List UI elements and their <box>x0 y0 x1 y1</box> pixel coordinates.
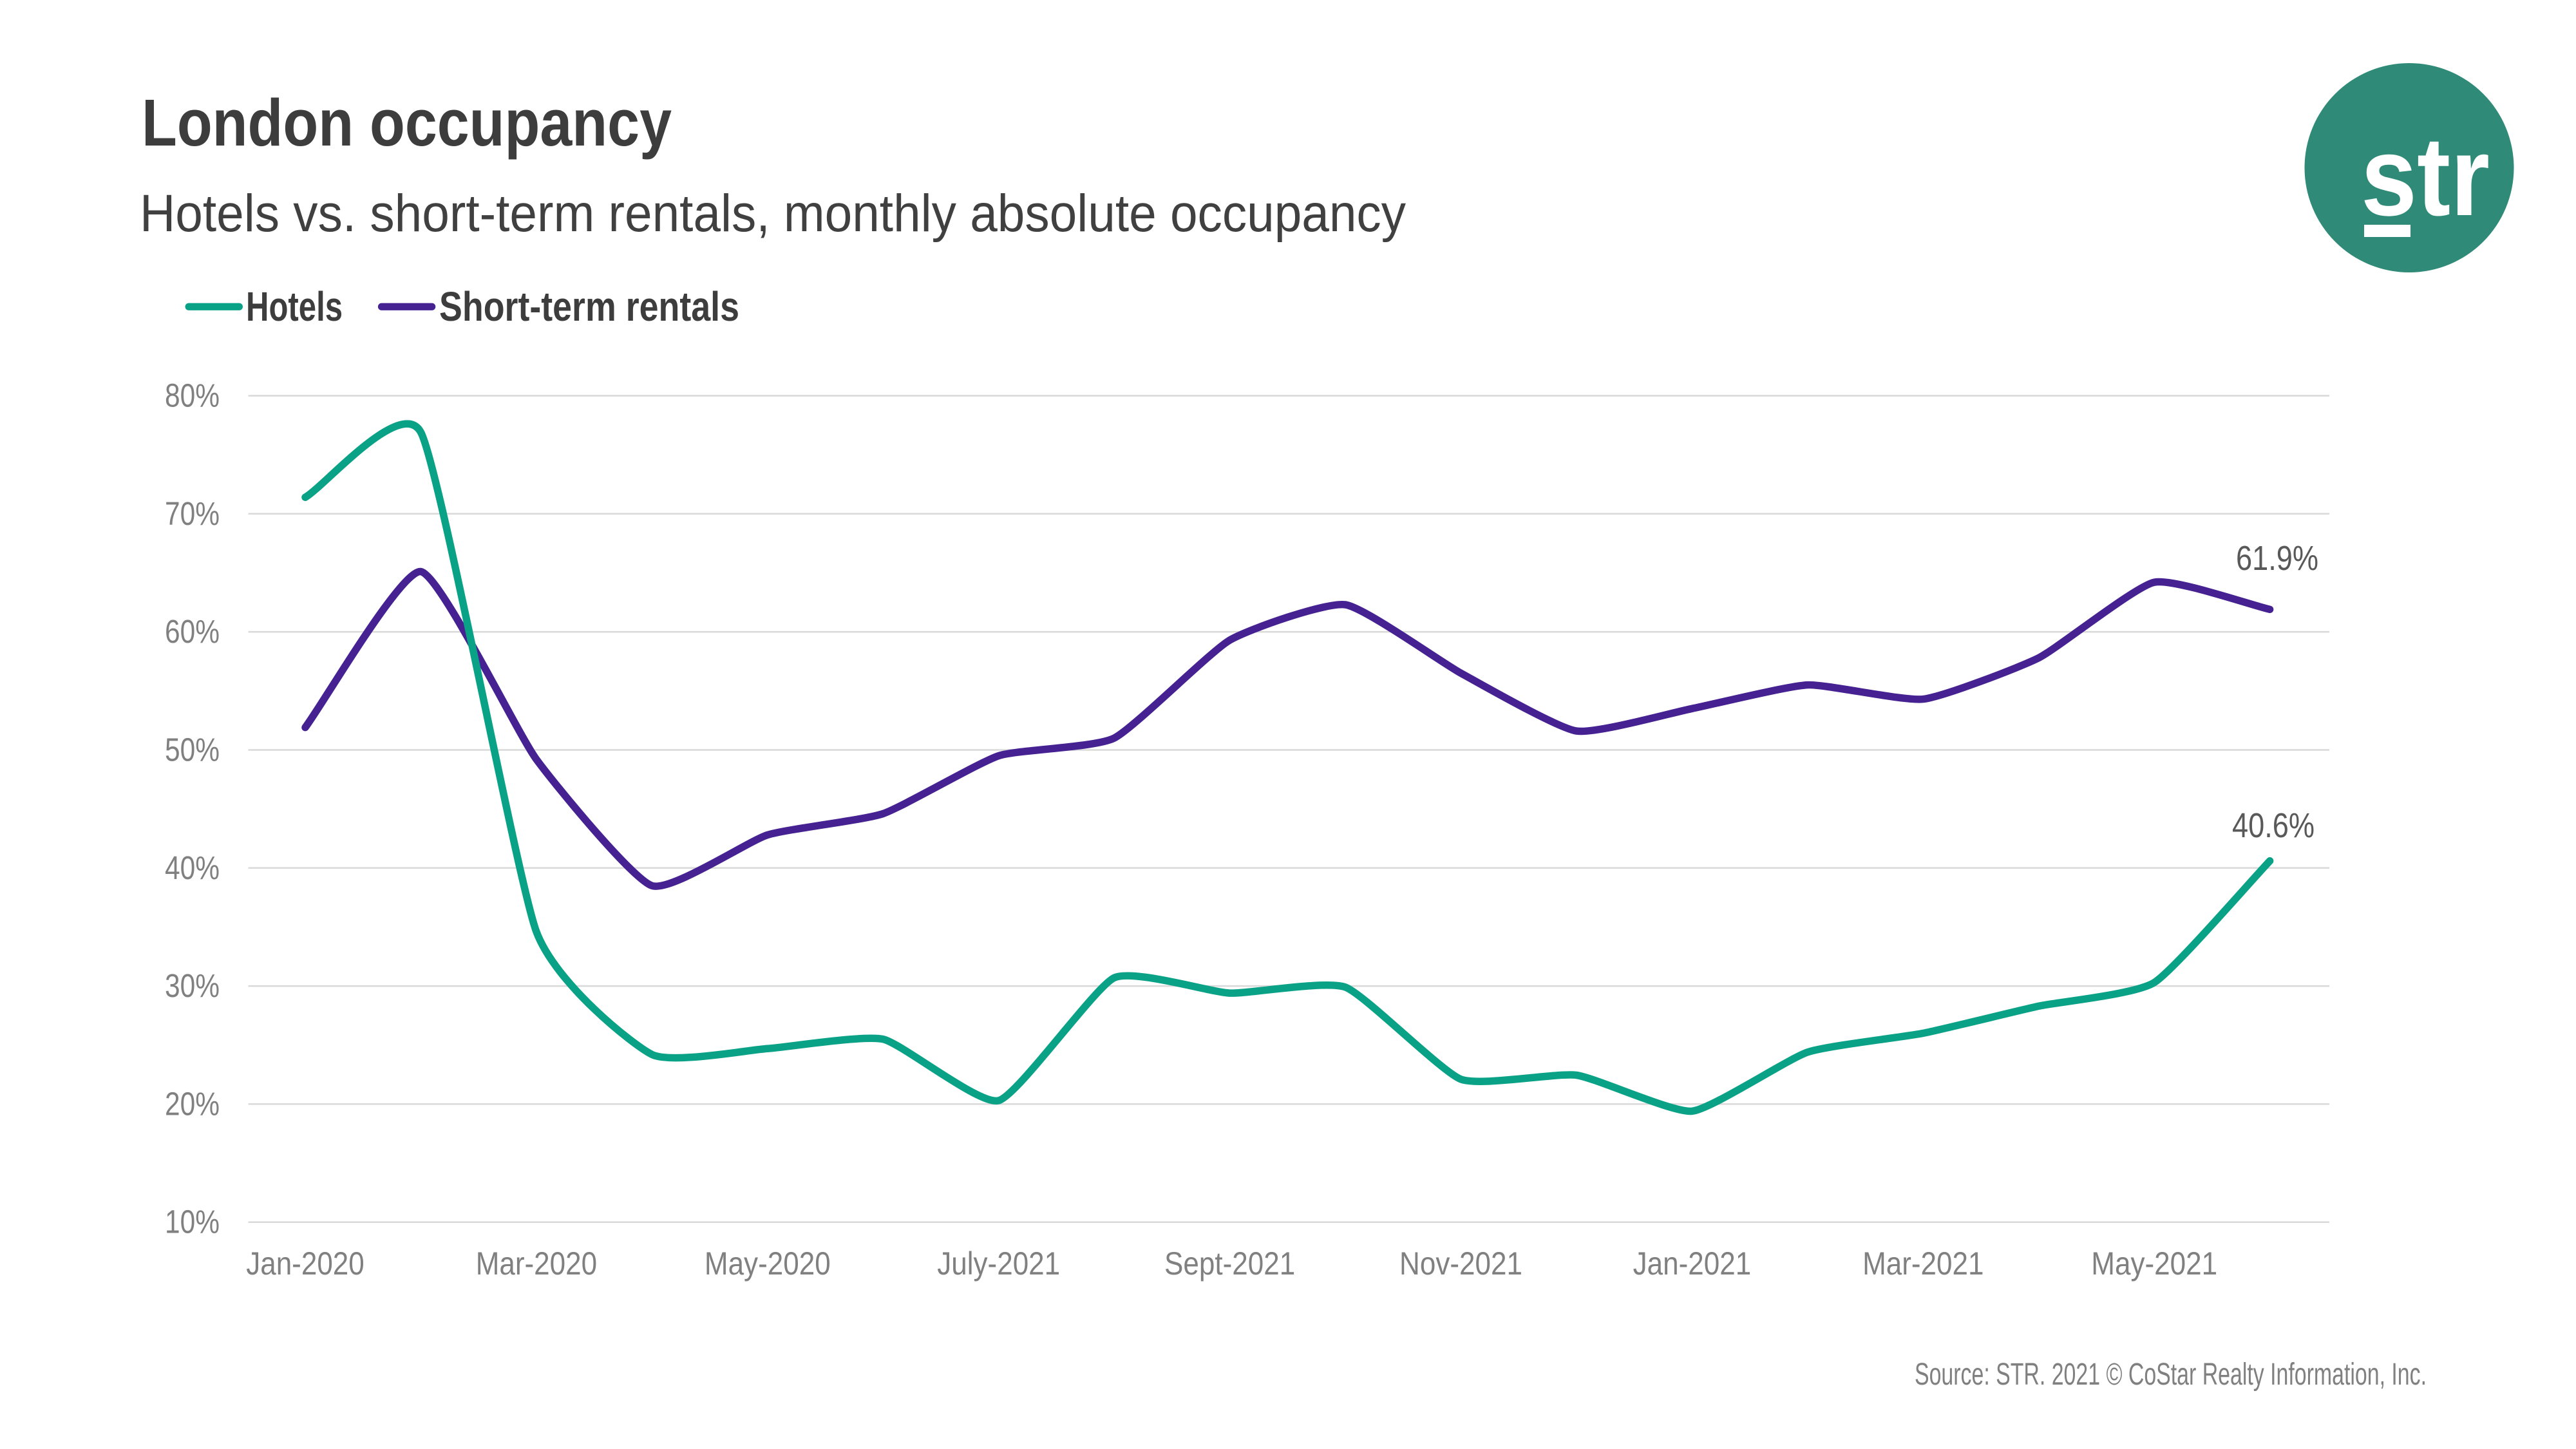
svg-text:40.6%: 40.6% <box>2232 806 2315 845</box>
svg-text:Sept-2021: Sept-2021 <box>1164 1245 1295 1282</box>
svg-text:Mar-2021: Mar-2021 <box>1862 1245 1984 1282</box>
svg-text:61.9%: 61.9% <box>2236 539 2318 578</box>
svg-text:30%: 30% <box>165 967 220 1004</box>
svg-text:Hotels vs. short-term rentals,: Hotels vs. short-term rentals, monthly a… <box>140 184 1406 243</box>
svg-text:60%: 60% <box>165 613 220 650</box>
svg-text:May-2020: May-2020 <box>705 1245 831 1282</box>
svg-text:July-2021: July-2021 <box>937 1245 1060 1282</box>
svg-text:Nov-2021: Nov-2021 <box>1399 1245 1522 1282</box>
svg-text:50%: 50% <box>165 732 220 768</box>
svg-text:Mar-2020: Mar-2020 <box>476 1245 597 1282</box>
svg-text:str: str <box>2361 114 2490 240</box>
svg-text:Source: STR. 2021 © CoStar Rea: Source: STR. 2021 © CoStar Realty Inform… <box>1915 1358 2427 1392</box>
svg-text:Hotels: Hotels <box>246 283 343 330</box>
svg-text:Jan-2020: Jan-2020 <box>246 1245 365 1282</box>
svg-text:40%: 40% <box>165 849 220 886</box>
svg-text:10%: 10% <box>165 1204 220 1240</box>
svg-text:May-2021: May-2021 <box>2091 1245 2217 1282</box>
svg-text:London occupancy: London occupancy <box>142 86 672 160</box>
svg-text:80%: 80% <box>165 377 220 414</box>
svg-text:Jan-2021: Jan-2021 <box>1633 1245 1752 1282</box>
svg-text:20%: 20% <box>165 1085 220 1122</box>
svg-text:70%: 70% <box>165 495 220 532</box>
svg-text:Short-term rentals: Short-term rentals <box>439 283 739 330</box>
